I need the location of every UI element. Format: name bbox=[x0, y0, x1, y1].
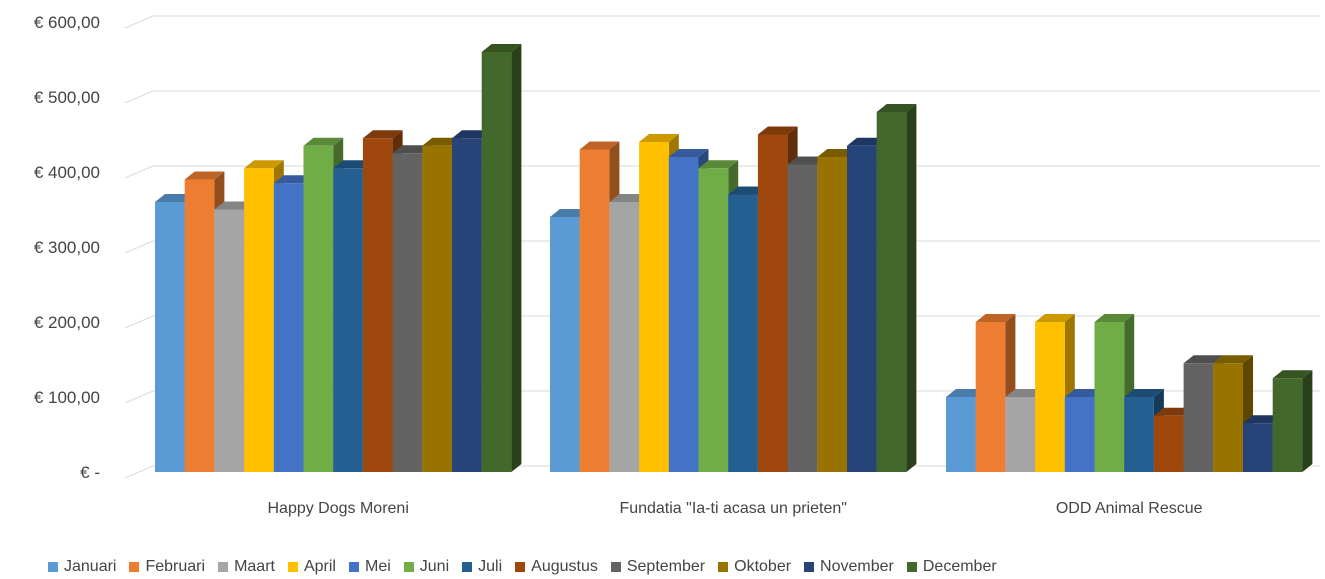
gridline bbox=[124, 15, 1320, 29]
legend-label: Juni bbox=[419, 558, 450, 575]
bar bbox=[1124, 389, 1164, 472]
legend: Januari Februari Maart April Mei Juni Juli Augu… bbox=[0, 556, 1325, 578]
legend-label: Oktober bbox=[734, 558, 792, 575]
y-axis: € - € 100,00 € 200,00 € 300,00 € 400,00 € 500… bbox=[34, 13, 100, 482]
x-axis: Happy Dogs Moreni Fundatia "Ia-ti acasa u… bbox=[267, 500, 1202, 517]
legend-label: Mei bbox=[364, 558, 391, 575]
gridline bbox=[124, 315, 1320, 329]
x-tick-label: Happy Dogs Moreni bbox=[267, 500, 408, 517]
legend-label: Augustus bbox=[531, 558, 598, 575]
legend-label: Januari bbox=[64, 558, 117, 575]
legend-item: Juni bbox=[403, 558, 450, 576]
gridline bbox=[124, 165, 1320, 179]
legend-label: December bbox=[922, 558, 997, 575]
legend-label: April bbox=[303, 558, 336, 575]
y-tick-label: € 300,00 bbox=[34, 238, 100, 257]
legend-item: Mei bbox=[348, 558, 391, 576]
gridline bbox=[124, 90, 1320, 104]
legend-swatch bbox=[906, 562, 917, 572]
legend-swatch bbox=[129, 562, 140, 572]
bars bbox=[155, 44, 1313, 472]
y-tick-label: € 600,00 bbox=[34, 13, 100, 32]
legend-label: Maart bbox=[234, 558, 275, 575]
legend-swatch bbox=[718, 562, 729, 572]
y-tick-label: € 200,00 bbox=[34, 313, 100, 332]
chart-plot: € - € 100,00 € 200,00 € 300,00 € 400,00 € 500… bbox=[34, 13, 1320, 517]
bar bbox=[1272, 370, 1313, 472]
legend-item: Juli bbox=[462, 558, 502, 576]
legend-item: Maart bbox=[218, 558, 275, 576]
gridline bbox=[124, 390, 1320, 404]
gridline bbox=[124, 465, 1320, 479]
gridlines bbox=[124, 15, 1320, 479]
legend-label: Februari bbox=[145, 558, 206, 575]
x-tick-label: ODD Animal Rescue bbox=[1056, 500, 1203, 517]
legend-item: Februari bbox=[129, 558, 205, 576]
y-tick-label: € - bbox=[80, 463, 100, 482]
bar bbox=[1183, 355, 1224, 472]
bar bbox=[481, 44, 522, 472]
legend-item: April bbox=[287, 558, 336, 576]
legend-item: September bbox=[610, 558, 706, 576]
legend-item: November bbox=[804, 558, 894, 576]
legend-swatch bbox=[462, 562, 473, 572]
y-tick-label: € 400,00 bbox=[34, 163, 100, 182]
legend-item: December bbox=[906, 558, 997, 576]
y-tick-label: € 100,00 bbox=[34, 388, 100, 407]
gridline bbox=[124, 240, 1320, 254]
y-tick-label: € 500,00 bbox=[34, 88, 100, 107]
legend-label: September bbox=[626, 558, 706, 575]
legend-swatch bbox=[403, 562, 414, 572]
legend-swatch bbox=[804, 562, 815, 572]
legend-swatch bbox=[610, 562, 621, 572]
legend-swatch bbox=[218, 562, 229, 572]
legend-item: Oktober bbox=[718, 558, 791, 576]
x-tick-label: Fundatia "Ia-ti acasa un prieten" bbox=[619, 500, 847, 517]
legend-swatch bbox=[348, 562, 359, 572]
legend-label: November bbox=[820, 558, 894, 575]
legend-swatch bbox=[287, 562, 298, 572]
legend-label: Juli bbox=[478, 558, 503, 575]
legend-item: Augustus bbox=[515, 558, 598, 576]
bar bbox=[876, 104, 917, 472]
legend-item: Januari bbox=[48, 558, 116, 576]
legend-swatch bbox=[515, 562, 526, 572]
legend-swatch bbox=[48, 562, 58, 572]
